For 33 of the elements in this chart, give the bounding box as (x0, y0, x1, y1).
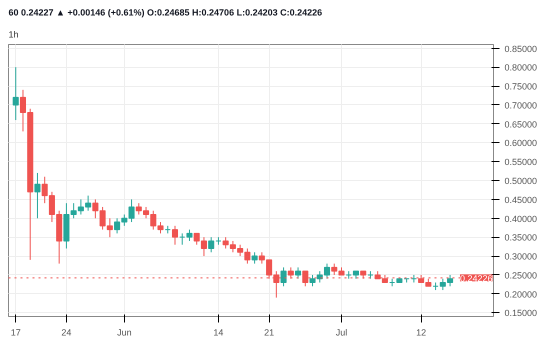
chart-subtitle: 1h (8, 30, 19, 40)
candlestick (389, 278, 396, 287)
y-tick-label: 0.75000 (504, 82, 538, 92)
y-tick-label: 0.60000 (504, 138, 538, 148)
candlestick (295, 266, 302, 280)
ref-line-label: 0.24226 (460, 273, 493, 284)
y-tick-label: 0.20000 (504, 289, 538, 300)
x-tick-label: 14 (213, 328, 224, 338)
x-tick-label: 17 (10, 328, 21, 338)
x-tick-label: Jul (336, 328, 348, 338)
candlestick (280, 266, 287, 287)
y-tick-label: 0.45000 (504, 194, 538, 205)
y-tick-label: 0.80000 (504, 62, 538, 73)
candlestick (208, 236, 214, 253)
chart-title: 60 0.24227 ▲ +0.00146 (+0.61%) O:0.24685 H:0.24706 L:0.24203 C:0.24226 (8, 8, 322, 18)
y-tick-label: 0.50000 (504, 176, 538, 186)
candlestick (12, 66, 19, 121)
y-tick-label: 0.40000 (504, 214, 538, 224)
y-tick-label: 0.35000 (504, 232, 538, 243)
y-tick-label: 0.55000 (504, 157, 538, 168)
candlestick (252, 252, 258, 264)
y-tick-label: 0.15000 (504, 308, 538, 318)
y-tick-label: 0.25000 (504, 270, 538, 280)
y-tick-label: 0.70000 (504, 100, 538, 110)
y-tick-label: 0.65000 (504, 119, 538, 130)
x-tick-label: 24 (61, 328, 72, 338)
x-tick-label: 12 (416, 328, 426, 338)
x-tick-label: Jun (117, 328, 132, 338)
candlestick (172, 225, 178, 246)
candlestick (34, 172, 40, 219)
y-tick-label: 0.30000 (504, 252, 538, 262)
y-tick-label: 0.85000 (504, 44, 538, 54)
x-tick-label: 21 (264, 328, 274, 338)
